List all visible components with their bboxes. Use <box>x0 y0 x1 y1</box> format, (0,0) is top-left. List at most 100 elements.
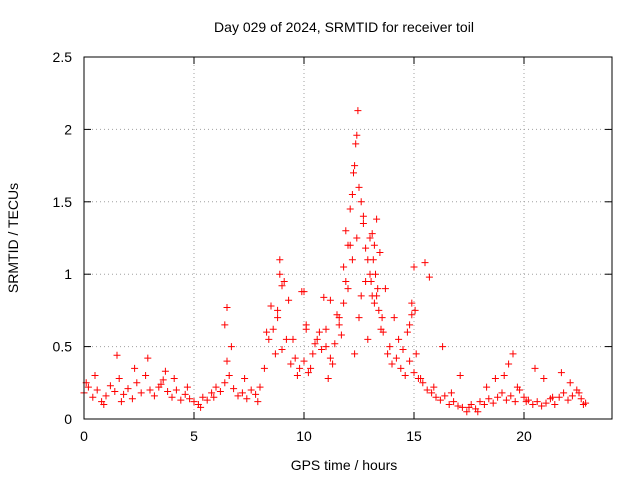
data-point <box>520 393 528 401</box>
data-point <box>344 241 352 249</box>
data-point <box>329 360 337 368</box>
data-point <box>421 259 429 267</box>
data-point <box>370 299 378 307</box>
data-point <box>403 328 411 336</box>
data-point <box>208 389 216 397</box>
x-axis-label: GPS time / hours <box>291 457 398 473</box>
data-point <box>111 387 119 395</box>
data-point <box>170 374 178 382</box>
data-point <box>128 395 136 403</box>
data-point <box>348 256 356 264</box>
data-point <box>439 343 447 351</box>
chart-title: Day 029 of 2024, SRMTID for receiver toi… <box>214 19 474 35</box>
data-point <box>276 256 284 264</box>
x-tick-label: 0 <box>80 428 88 444</box>
data-point <box>320 293 328 301</box>
data-point <box>234 392 242 400</box>
data-point <box>423 386 431 394</box>
data-point <box>428 389 436 397</box>
data-point <box>346 205 354 213</box>
data-point <box>221 321 229 329</box>
data-point <box>337 331 345 339</box>
data-point <box>362 244 370 252</box>
data-point <box>285 296 293 304</box>
data-point <box>353 131 361 139</box>
data-point <box>221 379 229 387</box>
data-point <box>458 403 466 411</box>
data-point <box>509 350 517 358</box>
data-point <box>342 277 350 285</box>
data-point <box>502 396 510 404</box>
data-point <box>335 321 343 329</box>
data-point <box>445 401 453 409</box>
data-point <box>542 399 550 407</box>
data-point <box>355 183 363 191</box>
data-point <box>441 392 449 400</box>
data-point <box>342 227 350 235</box>
data-point <box>507 392 515 400</box>
data-point <box>376 248 384 256</box>
data-point <box>399 345 407 353</box>
data-point <box>425 273 433 281</box>
data-point <box>436 396 444 404</box>
x-tick-label: 5 <box>190 428 198 444</box>
data-point <box>540 374 548 382</box>
data-point <box>216 387 224 395</box>
data-point <box>579 401 587 409</box>
data-point <box>364 335 372 343</box>
data-point <box>359 220 367 228</box>
data-point <box>557 369 565 377</box>
data-point <box>117 398 125 406</box>
data-point <box>137 389 145 397</box>
data-point <box>271 350 279 358</box>
data-point <box>430 383 438 391</box>
data-point <box>483 383 491 391</box>
data-point <box>335 314 343 322</box>
data-point <box>390 314 398 322</box>
data-point <box>120 390 128 398</box>
data-point <box>549 393 557 401</box>
data-point <box>560 389 568 397</box>
data-point <box>260 364 268 372</box>
data-point <box>322 325 330 333</box>
plot-frame <box>83 56 613 420</box>
data-point <box>531 364 539 372</box>
data-point <box>474 408 482 416</box>
data-point <box>355 314 363 322</box>
x-tick-label: 10 <box>296 428 312 444</box>
data-point <box>352 140 360 148</box>
data-point <box>505 360 513 368</box>
data-point <box>183 383 191 391</box>
data-point <box>408 311 416 319</box>
data-point <box>307 364 315 372</box>
data-point <box>161 367 169 375</box>
data-point <box>89 393 97 401</box>
data-point <box>142 372 150 380</box>
data-point <box>287 360 295 368</box>
data-point <box>354 107 362 115</box>
data-point <box>494 393 502 401</box>
data-point <box>100 401 108 409</box>
data-point <box>384 350 392 358</box>
data-point <box>91 372 99 380</box>
data-point <box>199 393 207 401</box>
data-point <box>164 387 172 395</box>
data-point <box>197 403 205 411</box>
data-point <box>381 285 389 293</box>
data-point <box>267 302 275 310</box>
data-point <box>230 385 238 393</box>
data-point <box>227 343 235 351</box>
y-tick-label: 1.5 <box>53 194 73 210</box>
data-point <box>212 383 220 391</box>
data-point <box>401 372 409 380</box>
data-point <box>359 212 367 220</box>
data-point <box>351 350 359 358</box>
data-point <box>291 354 299 362</box>
data-point <box>373 292 381 300</box>
data-point <box>102 392 110 400</box>
data-point <box>300 288 308 296</box>
data-point <box>373 215 381 223</box>
data-point <box>293 372 301 380</box>
data-point <box>412 350 420 358</box>
data-point <box>225 372 233 380</box>
